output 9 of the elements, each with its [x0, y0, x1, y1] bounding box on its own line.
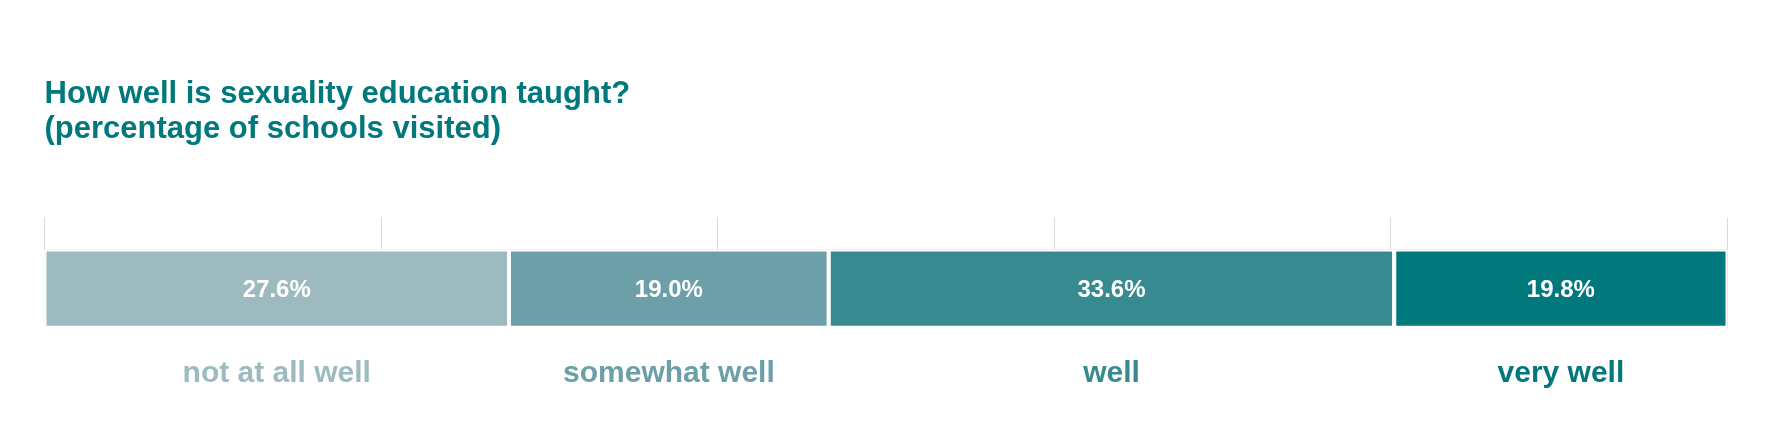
data-label: 33.6%	[1077, 275, 1146, 303]
series-label: somewhat well	[563, 354, 775, 388]
series-label: well	[1082, 354, 1140, 388]
series-label: very well	[1497, 354, 1625, 388]
data-label: 19.0%	[634, 275, 703, 303]
series-label: not at all well	[182, 354, 371, 388]
data-label: 19.8%	[1526, 275, 1595, 303]
chart-title: How well is sexuality education taught? (percentage of schools visited)	[44, 75, 631, 145]
data-label: 27.6%	[242, 275, 311, 303]
